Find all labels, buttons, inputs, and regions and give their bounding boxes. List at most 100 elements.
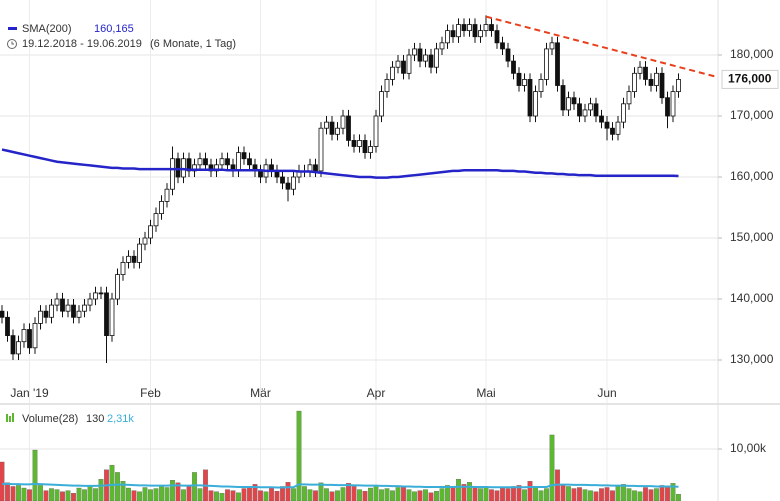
volume-bar <box>489 489 494 501</box>
volume-bar <box>582 489 588 501</box>
volume-bar <box>219 493 225 501</box>
last-price-box <box>721 69 779 89</box>
candle-body <box>76 310 82 318</box>
candle-body <box>461 24 467 32</box>
candle-body <box>197 158 203 166</box>
volume-bar <box>351 486 357 501</box>
candle-body <box>71 304 76 318</box>
volume-bar <box>65 490 71 501</box>
volume-bar <box>599 488 604 501</box>
legend-icon <box>6 414 8 422</box>
volume-bar <box>16 485 21 501</box>
candle-body <box>54 298 60 306</box>
candle-body <box>670 91 676 117</box>
candle-body <box>582 109 588 117</box>
x-tick-label: Mär <box>250 386 271 400</box>
candle-body <box>104 292 109 336</box>
volume-bar <box>324 488 329 501</box>
volume-bar <box>137 491 142 501</box>
volume-bar <box>417 490 423 501</box>
volume-bar <box>115 472 120 501</box>
last-price-label: 176,000 <box>728 72 772 86</box>
x-tick-label: Apr <box>367 386 386 400</box>
volume-bar <box>142 487 148 501</box>
volume-bar <box>32 449 38 501</box>
volume-bar <box>21 487 27 501</box>
candle-body <box>412 48 417 56</box>
volume-bar <box>258 490 263 501</box>
volume-bar <box>373 485 379 501</box>
candle-body <box>593 103 599 117</box>
candle-body <box>401 60 406 74</box>
candle-body <box>351 140 357 147</box>
volume-bar <box>544 488 549 501</box>
x-tick-label: Feb <box>140 386 161 400</box>
volume-bar <box>395 487 401 501</box>
volume-bar <box>93 488 98 501</box>
candle-body <box>615 121 621 135</box>
volume-bar <box>54 489 60 501</box>
volume-bar <box>604 487 610 501</box>
candle-body <box>340 115 346 129</box>
volume-bar <box>406 489 412 501</box>
candle-body <box>648 79 654 86</box>
volume-bar <box>181 489 186 501</box>
candle-body <box>637 66 643 74</box>
date-range: 19.12.2018 - 19.06.2019 <box>22 38 142 50</box>
volume-bar <box>197 488 203 501</box>
volume-bar <box>10 486 16 501</box>
volume-bar <box>76 487 82 501</box>
volume-bar <box>164 487 170 501</box>
candle-body <box>49 304 54 318</box>
candle-body <box>505 48 511 62</box>
candle-body <box>357 140 362 147</box>
candle-body <box>395 60 401 68</box>
volume-bar <box>505 488 511 501</box>
volume-bar <box>571 488 577 501</box>
volume-bar <box>566 486 571 501</box>
volume-bar <box>159 485 164 501</box>
candle-body <box>472 24 478 38</box>
volume-bar <box>472 487 478 501</box>
volume-bar <box>241 488 247 501</box>
candle-body <box>10 335 16 355</box>
volume-bar <box>423 489 428 501</box>
candle-body <box>280 176 285 184</box>
candle-body <box>258 170 263 178</box>
volume-bar <box>340 487 346 501</box>
legend-value: 130 <box>86 413 104 425</box>
candle-body <box>368 146 373 154</box>
volume-bar <box>577 487 582 501</box>
candle-body <box>538 79 544 93</box>
volume-bar <box>263 491 269 501</box>
volume-bar <box>170 480 175 501</box>
volume-bar <box>368 487 373 501</box>
candle-body <box>285 182 291 190</box>
candle-body <box>313 164 318 172</box>
volume-bar <box>153 488 159 501</box>
candle-body <box>588 103 593 111</box>
candle-body <box>236 152 241 172</box>
volume-bar <box>357 489 362 501</box>
candle-body <box>428 54 434 68</box>
volume-bar <box>626 488 632 501</box>
volume-bar <box>302 486 307 501</box>
candle-body <box>0 310 5 318</box>
candle-body <box>27 329 32 349</box>
candle-body <box>478 30 483 38</box>
volume-bar <box>643 487 648 501</box>
volume-bar <box>637 491 643 501</box>
volume-bar <box>230 490 236 501</box>
volume-bar <box>390 490 395 501</box>
candle-body <box>38 310 43 324</box>
candle-body <box>511 60 516 74</box>
volume-bar <box>285 482 291 501</box>
candle-body <box>533 91 538 117</box>
candle-body <box>219 158 225 166</box>
candle-body <box>21 329 27 343</box>
volume-bar <box>225 489 230 501</box>
candle-body <box>164 188 170 202</box>
candle-body <box>555 42 560 86</box>
candle-body <box>170 158 175 190</box>
volume-bar <box>329 491 335 501</box>
